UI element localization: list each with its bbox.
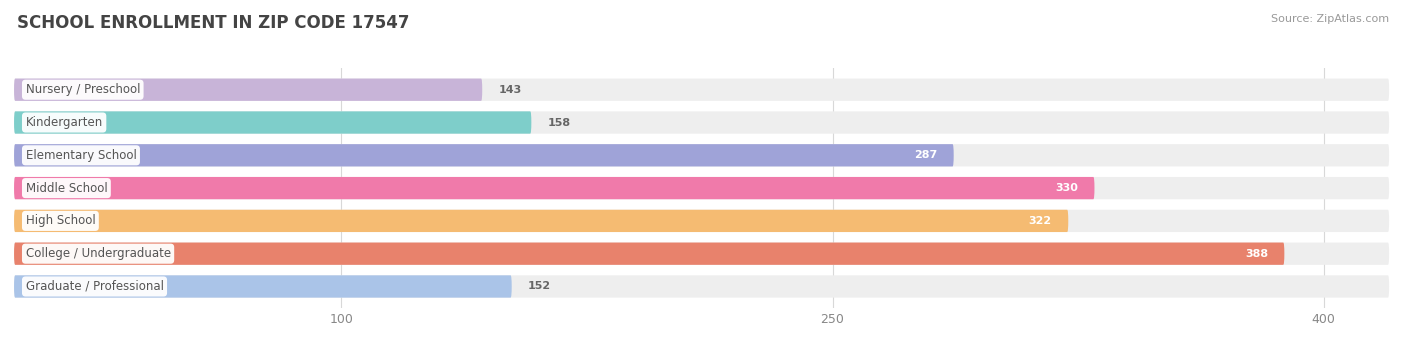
Text: 158: 158 [548, 118, 571, 128]
FancyBboxPatch shape [14, 79, 1389, 101]
Text: 322: 322 [1029, 216, 1052, 226]
Text: Middle School: Middle School [25, 182, 107, 195]
Text: 330: 330 [1056, 183, 1078, 193]
FancyBboxPatch shape [14, 144, 1389, 167]
Text: 388: 388 [1244, 249, 1268, 259]
FancyBboxPatch shape [14, 210, 1069, 232]
FancyBboxPatch shape [14, 275, 1389, 298]
Text: Kindergarten: Kindergarten [25, 116, 103, 129]
Text: Source: ZipAtlas.com: Source: ZipAtlas.com [1271, 14, 1389, 24]
Text: 152: 152 [529, 281, 551, 291]
FancyBboxPatch shape [14, 242, 1284, 265]
Text: Nursery / Preschool: Nursery / Preschool [25, 83, 141, 96]
FancyBboxPatch shape [14, 210, 1389, 232]
FancyBboxPatch shape [14, 111, 531, 134]
Text: Elementary School: Elementary School [25, 149, 136, 162]
Text: High School: High School [25, 214, 96, 227]
FancyBboxPatch shape [14, 144, 953, 167]
Text: Graduate / Professional: Graduate / Professional [25, 280, 163, 293]
Text: College / Undergraduate: College / Undergraduate [25, 247, 170, 260]
FancyBboxPatch shape [14, 111, 1389, 134]
FancyBboxPatch shape [14, 242, 1389, 265]
FancyBboxPatch shape [14, 177, 1389, 199]
FancyBboxPatch shape [14, 79, 482, 101]
Text: 143: 143 [499, 85, 522, 95]
Text: 287: 287 [914, 150, 938, 160]
Text: SCHOOL ENROLLMENT IN ZIP CODE 17547: SCHOOL ENROLLMENT IN ZIP CODE 17547 [17, 14, 409, 32]
FancyBboxPatch shape [14, 177, 1094, 199]
FancyBboxPatch shape [14, 275, 512, 298]
